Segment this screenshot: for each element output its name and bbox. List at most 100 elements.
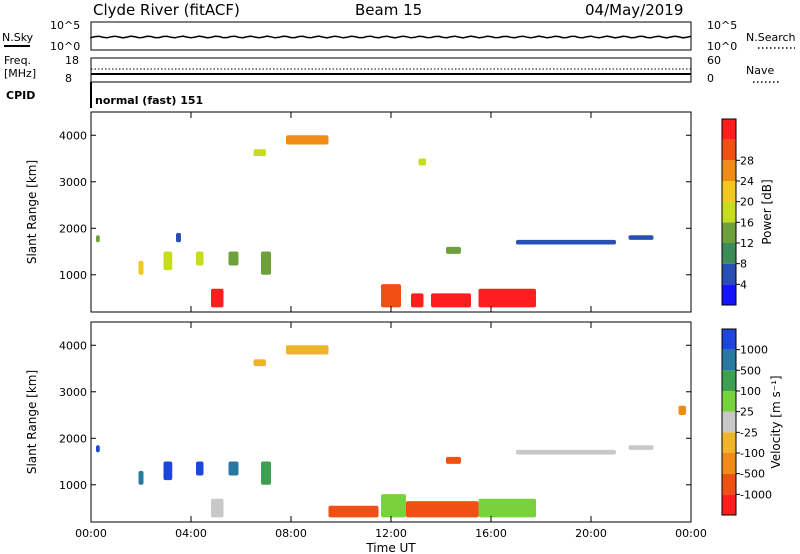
y-tick-label: 2000 bbox=[59, 432, 87, 445]
echo-patch bbox=[253, 149, 266, 157]
freq-unit-label: [MHz] bbox=[4, 67, 36, 80]
colorbar-swatch bbox=[722, 243, 736, 264]
colorbar-tick-label: 100 bbox=[740, 385, 761, 398]
echo-patch bbox=[328, 505, 379, 518]
echo-patch bbox=[228, 251, 239, 266]
velocity-colorbar-label: Velocity [m s⁻¹] bbox=[769, 375, 783, 468]
colorbar-swatch bbox=[722, 349, 736, 371]
colorbar-tick-label: 8 bbox=[740, 258, 747, 271]
time-axis-title: Time UT bbox=[365, 541, 416, 554]
power-colorbar-label: Power [dB] bbox=[760, 179, 774, 244]
colorbar-tick-label: 20 bbox=[740, 196, 754, 209]
freq-tick-top: 18 bbox=[65, 54, 79, 67]
x-tick-label: 12:00 bbox=[375, 527, 407, 540]
echo-patch bbox=[446, 246, 461, 254]
x-tick-label: 00:00 bbox=[675, 527, 707, 540]
echo-patch bbox=[253, 359, 266, 367]
y-tick-label: 2000 bbox=[59, 222, 87, 235]
echo-patch bbox=[516, 239, 616, 245]
colorbar-tick-label: 28 bbox=[740, 154, 754, 167]
colorbar-tick-label: -100 bbox=[740, 447, 765, 460]
colorbar-swatch bbox=[722, 201, 736, 223]
colorbar-swatch bbox=[722, 139, 736, 161]
velocity-panel: 1000 2000 3000 4000 Slant Range [km] bbox=[25, 321, 692, 523]
echo-patch bbox=[163, 251, 173, 271]
echo-patch bbox=[96, 445, 100, 453]
echo-patch bbox=[286, 345, 329, 355]
x-tick-label: 04:00 bbox=[175, 527, 207, 540]
echo-patch bbox=[478, 498, 536, 518]
x-tick-label: 16:00 bbox=[475, 527, 507, 540]
echo-patch bbox=[228, 461, 239, 476]
colorbar-frame bbox=[721, 118, 737, 306]
velocity-yticks: 1000 2000 3000 4000 bbox=[59, 339, 691, 492]
cpid-value: normal (fast) 151 bbox=[95, 94, 203, 107]
noise-left-tick-bottom: 10^0 bbox=[50, 40, 80, 53]
echo-patch bbox=[96, 235, 100, 243]
colorbar-swatch bbox=[722, 222, 736, 243]
colorbar-swatch bbox=[722, 494, 736, 515]
y-tick-label: 3000 bbox=[59, 386, 87, 399]
colorbar-swatch bbox=[722, 453, 736, 474]
x-tick-label: 00:00 bbox=[75, 527, 107, 540]
colorbar-tick-label: 4 bbox=[740, 278, 747, 291]
noise-right-tick-bottom: 10^0 bbox=[707, 40, 737, 53]
colorbar-swatch bbox=[722, 329, 736, 350]
noise-right-tick-top: 10^5 bbox=[707, 19, 737, 32]
echo-patch bbox=[138, 470, 144, 485]
velocity-colorbar: 1000 500 100 25 -25 -100 -500 -1000 bbox=[721, 328, 772, 516]
power-panel-frame bbox=[90, 111, 692, 313]
velocity-xticks bbox=[90, 322, 692, 522]
power-yticks: 1000 2000 3000 4000 bbox=[59, 129, 691, 282]
radar-title: Clyde River (fitACF) bbox=[93, 1, 240, 19]
power-data-group bbox=[96, 135, 654, 308]
echo-patch bbox=[381, 494, 406, 518]
freq-label: Freq. bbox=[4, 54, 31, 67]
colorbar-tick-label: 500 bbox=[740, 364, 761, 377]
echo-patch bbox=[431, 293, 471, 308]
y-tick-label: 4000 bbox=[59, 339, 87, 352]
power-xticks bbox=[90, 112, 692, 312]
colorbar-swatch bbox=[722, 263, 736, 285]
colorbar-swatch bbox=[722, 284, 736, 305]
echo-patch bbox=[211, 288, 224, 308]
velocity-panel-frame bbox=[90, 321, 692, 523]
colorbar-swatch bbox=[722, 432, 736, 453]
echo-patch bbox=[418, 158, 426, 166]
nave-label: Nave bbox=[746, 64, 774, 77]
colorbar-tick-label: 12 bbox=[740, 237, 754, 250]
y-tick-label: 4000 bbox=[59, 129, 87, 142]
echo-patch bbox=[678, 405, 686, 416]
colorbar-tick-label: 1000 bbox=[740, 344, 768, 357]
date-title: 04/May/2019 bbox=[585, 1, 683, 19]
colorbar-swatch bbox=[722, 473, 736, 495]
power-panel: 1000 2000 3000 4000 Slant Range [km] bbox=[25, 111, 692, 313]
colorbar-tick-label: -500 bbox=[740, 468, 765, 481]
y-tick-label: 3000 bbox=[59, 176, 87, 189]
noise-sky-trace bbox=[90, 35, 692, 39]
velocity-ylabel: Slant Range [km] bbox=[25, 370, 39, 474]
echo-patch bbox=[138, 260, 144, 275]
echo-patch bbox=[211, 498, 224, 518]
freq-panel-frame bbox=[90, 57, 692, 83]
colorbar-tick-label: -1000 bbox=[740, 488, 772, 501]
echo-patch bbox=[163, 461, 173, 481]
noise-left-label: N.Sky bbox=[2, 31, 34, 44]
colorbar-swatch bbox=[722, 391, 736, 412]
freq-tick-bottom: 8 bbox=[65, 72, 72, 85]
colorbar-tick-label: 16 bbox=[740, 216, 754, 229]
echo-patch bbox=[196, 461, 204, 476]
echo-patch bbox=[628, 235, 654, 240]
cpid-label: CPID bbox=[6, 89, 35, 102]
echo-patch bbox=[628, 445, 654, 450]
echo-patch bbox=[196, 251, 204, 266]
colorbar-swatch bbox=[722, 181, 736, 202]
noise-panel-frame bbox=[90, 21, 692, 51]
noise-right-label: N.Search bbox=[746, 31, 796, 44]
echo-patch bbox=[516, 449, 616, 455]
echo-patch bbox=[176, 232, 181, 243]
colorbar-tick-label: 25 bbox=[740, 406, 754, 419]
x-tick-label: 08:00 bbox=[275, 527, 307, 540]
colorbar-swatch bbox=[722, 411, 736, 433]
